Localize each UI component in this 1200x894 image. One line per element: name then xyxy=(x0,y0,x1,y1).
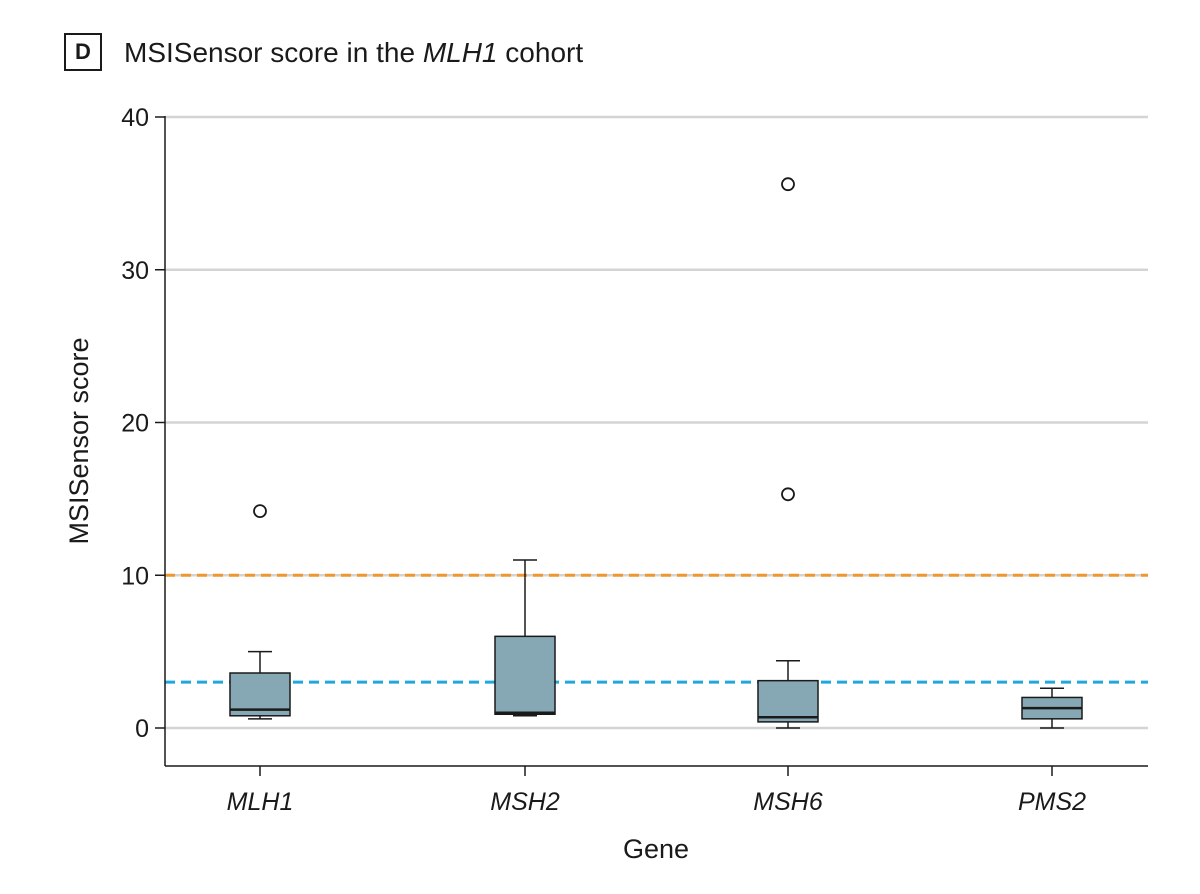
chart-title-prefix: MSISensor score in the xyxy=(124,37,423,68)
y-tick-label-0: 0 xyxy=(135,715,149,743)
reference-lines xyxy=(165,573,1148,684)
gridlines xyxy=(155,115,1148,730)
chart-title-suffix: cohort xyxy=(497,37,584,68)
x-axis-title: Gene xyxy=(623,834,689,864)
box-mlh1 xyxy=(229,504,291,720)
x-tick-label-mlh1: MLH1 xyxy=(227,788,294,816)
y-tick-label-30: 30 xyxy=(121,257,149,285)
y-axis-title: MSISensor score xyxy=(64,337,94,544)
y-tick-label-40: 40 xyxy=(121,104,149,132)
outlier-msh6-1 xyxy=(781,487,795,502)
chart-title-gene: MLH1 xyxy=(422,37,498,68)
box-msh2 xyxy=(494,559,556,717)
outlier-mlh1-1 xyxy=(253,504,267,518)
iqr-box-msh6 xyxy=(757,679,819,723)
x-tick-label-pms2: PMS2 xyxy=(1018,788,1086,816)
boxes xyxy=(229,177,1083,729)
x-tick-label-msh6: MSH6 xyxy=(753,788,823,816)
iqr-box-msh2 xyxy=(494,635,556,716)
axes xyxy=(164,116,1148,767)
box-pms2 xyxy=(1021,687,1083,729)
outlier-msh6-2 xyxy=(781,177,795,192)
y-tick-label-10: 10 xyxy=(121,562,149,590)
tick-labels: 0 10 20 30 40 MLH1 MSH2 MSH6 PMS2 xyxy=(121,104,1086,816)
y-tick-label-20: 20 xyxy=(121,410,149,438)
panel-letter: D xyxy=(64,33,102,71)
chart-title: MSISensor score in the MLH1 cohort xyxy=(124,35,583,71)
x-tick-label-msh2: MSH2 xyxy=(490,788,560,816)
box-msh6 xyxy=(757,177,819,729)
